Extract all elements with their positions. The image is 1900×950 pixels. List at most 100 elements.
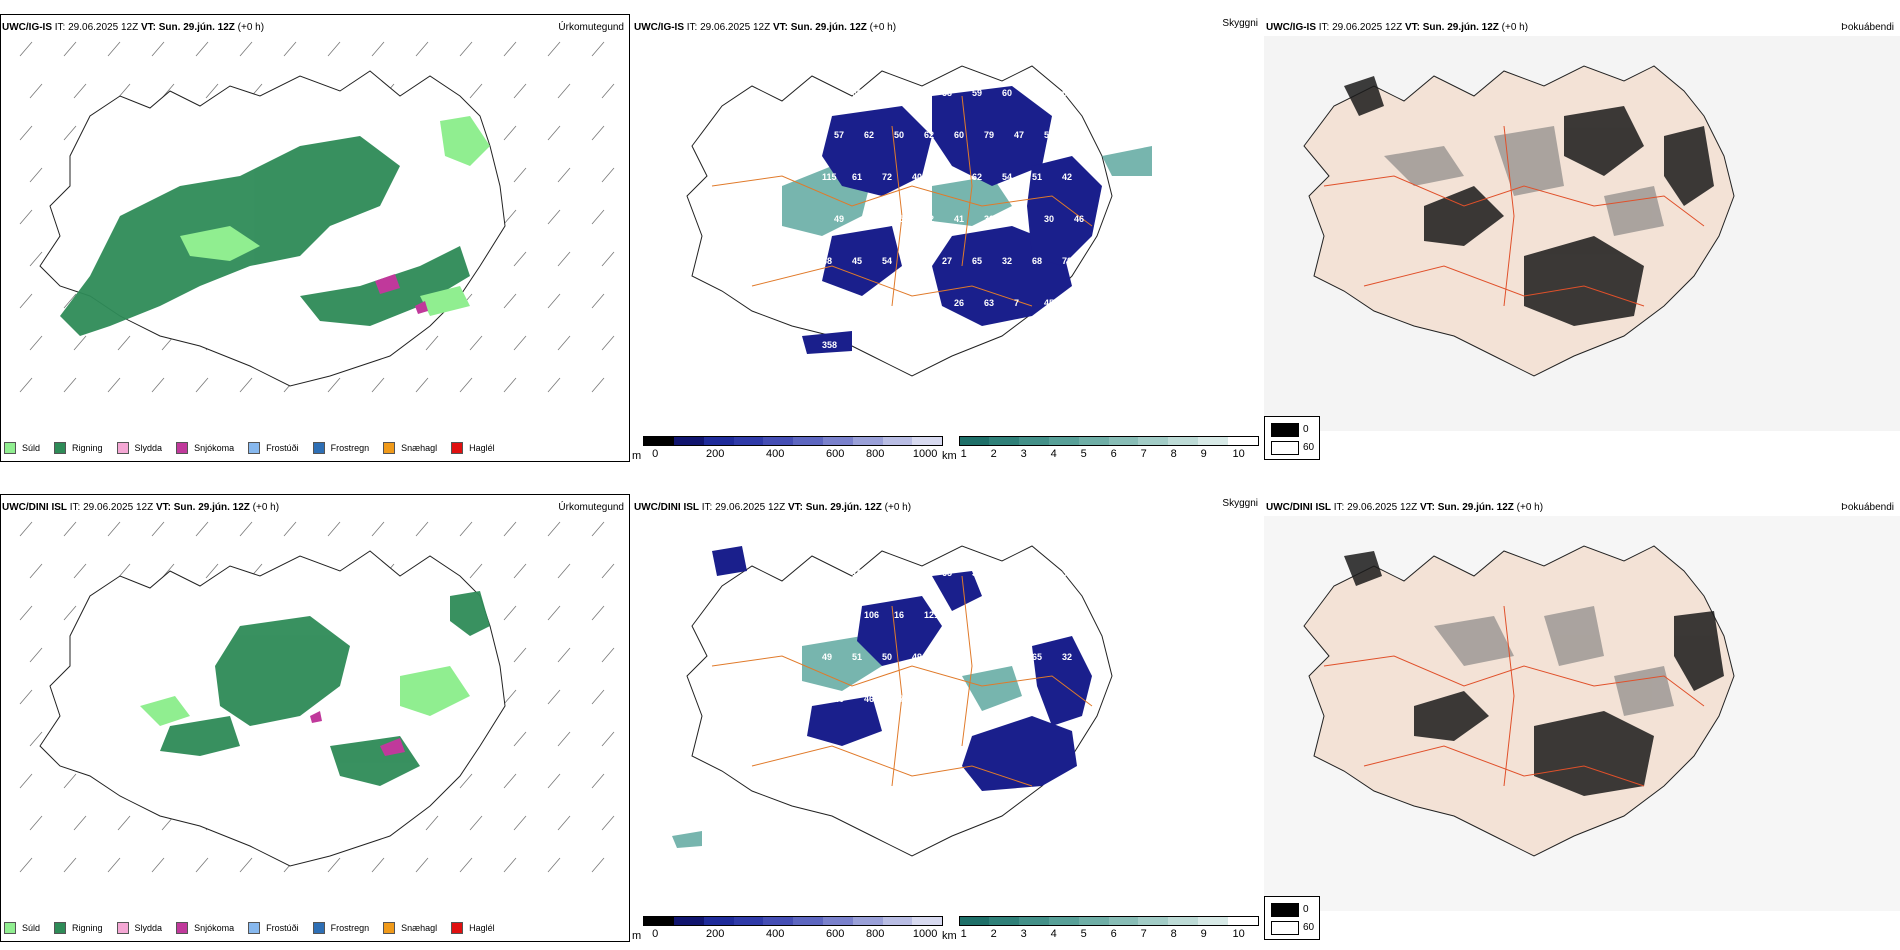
legend-item: Slydda bbox=[116, 922, 162, 934]
cloud-base-label: 42 bbox=[1062, 172, 1072, 182]
tick-label: 200 bbox=[705, 448, 725, 460]
wind-barb bbox=[601, 335, 615, 351]
wind-barb bbox=[327, 857, 341, 873]
colorbar-cell bbox=[1108, 437, 1139, 445]
init-time: 29.06.2025 12Z bbox=[68, 22, 139, 33]
legend-swatch bbox=[312, 922, 325, 934]
model-name: UWC/DINI ISL bbox=[2, 502, 67, 513]
legend-item: Súld bbox=[4, 442, 40, 454]
legend-label: Frostregn bbox=[330, 923, 370, 933]
cloud-base-label: 121 bbox=[924, 610, 939, 620]
wind-barb bbox=[513, 647, 527, 663]
wind-barb bbox=[547, 125, 561, 141]
fog-legend-label: 0 bbox=[1303, 904, 1309, 915]
precip-type-panel-row2: UWC/DINI ISL IT: 29.06.2025 12Z VT: Sun.… bbox=[0, 494, 630, 944]
legend-item: Haglél bbox=[451, 922, 495, 934]
colorbar: 1 2 3 4 5 6 7 8 9 10 bbox=[958, 436, 1259, 462]
colorbar-cell bbox=[644, 917, 674, 925]
it-label: IT: bbox=[686, 22, 698, 33]
wind-barb bbox=[283, 521, 297, 537]
colorbar-cell bbox=[1138, 917, 1169, 925]
valid-time: Sun. 29.jún. 12Z bbox=[1422, 22, 1499, 33]
colorbar-cell bbox=[1078, 437, 1109, 445]
legend-item: Frostregn bbox=[312, 442, 370, 454]
wind-barb bbox=[425, 815, 439, 831]
wind-barb bbox=[601, 731, 615, 747]
colorbar-cell bbox=[989, 917, 1020, 925]
wind-barb bbox=[591, 41, 605, 57]
tick-label: 1 bbox=[960, 928, 967, 940]
wind-barb bbox=[469, 815, 483, 831]
legend-label: Slydda bbox=[134, 443, 163, 453]
panel-title: Skyggni bbox=[1222, 498, 1258, 509]
wind-barb bbox=[19, 521, 33, 537]
colorbar-cell bbox=[793, 917, 823, 925]
valid-time: Sun. 29.jún. 12Z bbox=[805, 502, 882, 513]
wind-barb bbox=[107, 857, 121, 873]
cloud-base-label: 48 bbox=[972, 652, 982, 662]
cloud-base-label: 72 bbox=[882, 172, 892, 182]
legend-item: Frostregn bbox=[312, 922, 370, 934]
cloud-base-label: 49 bbox=[822, 652, 832, 662]
cloud-base-label: 96 bbox=[942, 652, 952, 662]
tick-label: 6 bbox=[1110, 928, 1117, 940]
cloud-base-label: 62 bbox=[924, 130, 934, 140]
wind-barb bbox=[107, 377, 121, 393]
cloud-base-label: 61 bbox=[924, 694, 934, 704]
fog-legend-label: 0 bbox=[1303, 424, 1309, 435]
lead-time: (+0 h) bbox=[237, 22, 265, 33]
legend-label: Snæhagl bbox=[401, 923, 438, 933]
cloud-base-label: 75 bbox=[822, 88, 832, 98]
wind-barb bbox=[547, 377, 561, 393]
wind-barb bbox=[107, 521, 121, 537]
wind-barb bbox=[601, 647, 615, 663]
wind-barb bbox=[19, 605, 33, 621]
colorbar-cell bbox=[763, 437, 794, 445]
wind-barb bbox=[557, 731, 571, 747]
colorbar-cell bbox=[1019, 917, 1050, 925]
tick-label: 3 bbox=[1020, 928, 1027, 940]
cloud-base-label: 62 bbox=[864, 130, 874, 140]
wind-barb bbox=[591, 521, 605, 537]
wind-barb bbox=[19, 209, 33, 225]
wind-barb bbox=[205, 563, 219, 579]
cloud-base-label: 32 bbox=[1062, 568, 1072, 578]
wind-barb bbox=[29, 563, 43, 579]
cloud-base-label: 46 bbox=[1074, 214, 1084, 224]
cloud-base-label: 65 bbox=[1062, 88, 1072, 98]
wind-barb bbox=[459, 773, 473, 789]
cloud-base-label: 72 bbox=[912, 88, 922, 98]
wind-barb bbox=[63, 857, 77, 873]
it-label: IT: bbox=[69, 502, 81, 513]
legend-item: Rigning bbox=[54, 922, 103, 934]
wind-barb bbox=[63, 377, 77, 393]
cloud-base-label: 50 bbox=[882, 652, 892, 662]
low-cloud-areas bbox=[712, 546, 1092, 791]
wind-barb bbox=[557, 335, 571, 351]
tick-label: 800 bbox=[865, 928, 885, 940]
wind-barb bbox=[503, 773, 517, 789]
wind-barb bbox=[107, 41, 121, 57]
legend-label: Frostregn bbox=[330, 443, 370, 453]
cloud-base-label: 58 bbox=[942, 172, 952, 182]
wind-barb bbox=[503, 209, 517, 225]
colorbar-cell bbox=[1019, 437, 1050, 445]
legend-swatch bbox=[248, 442, 261, 454]
cloud-base-label: 30 bbox=[1044, 214, 1054, 224]
wind-barb bbox=[469, 563, 483, 579]
cloud-base-label: 63 bbox=[894, 298, 904, 308]
wind-barb bbox=[547, 209, 561, 225]
wind-barb bbox=[591, 689, 605, 705]
legend-swatch bbox=[54, 922, 67, 934]
cloud-base-label: 63 bbox=[984, 298, 994, 308]
wind-barb bbox=[503, 125, 517, 141]
cloud-base-label: 54 bbox=[882, 256, 892, 266]
wind-barb bbox=[547, 689, 561, 705]
wind-barb bbox=[73, 563, 87, 579]
wind-barb bbox=[547, 857, 561, 873]
panel-header: UWC/IG-IS IT: 29.06.2025 12Z VT: Sun. 29… bbox=[634, 22, 896, 33]
colorbar-cell bbox=[1198, 437, 1228, 445]
wind-barb bbox=[19, 689, 33, 705]
cloud-base-label: 40 bbox=[834, 694, 844, 704]
cloud-base-label: 49 bbox=[834, 214, 844, 224]
